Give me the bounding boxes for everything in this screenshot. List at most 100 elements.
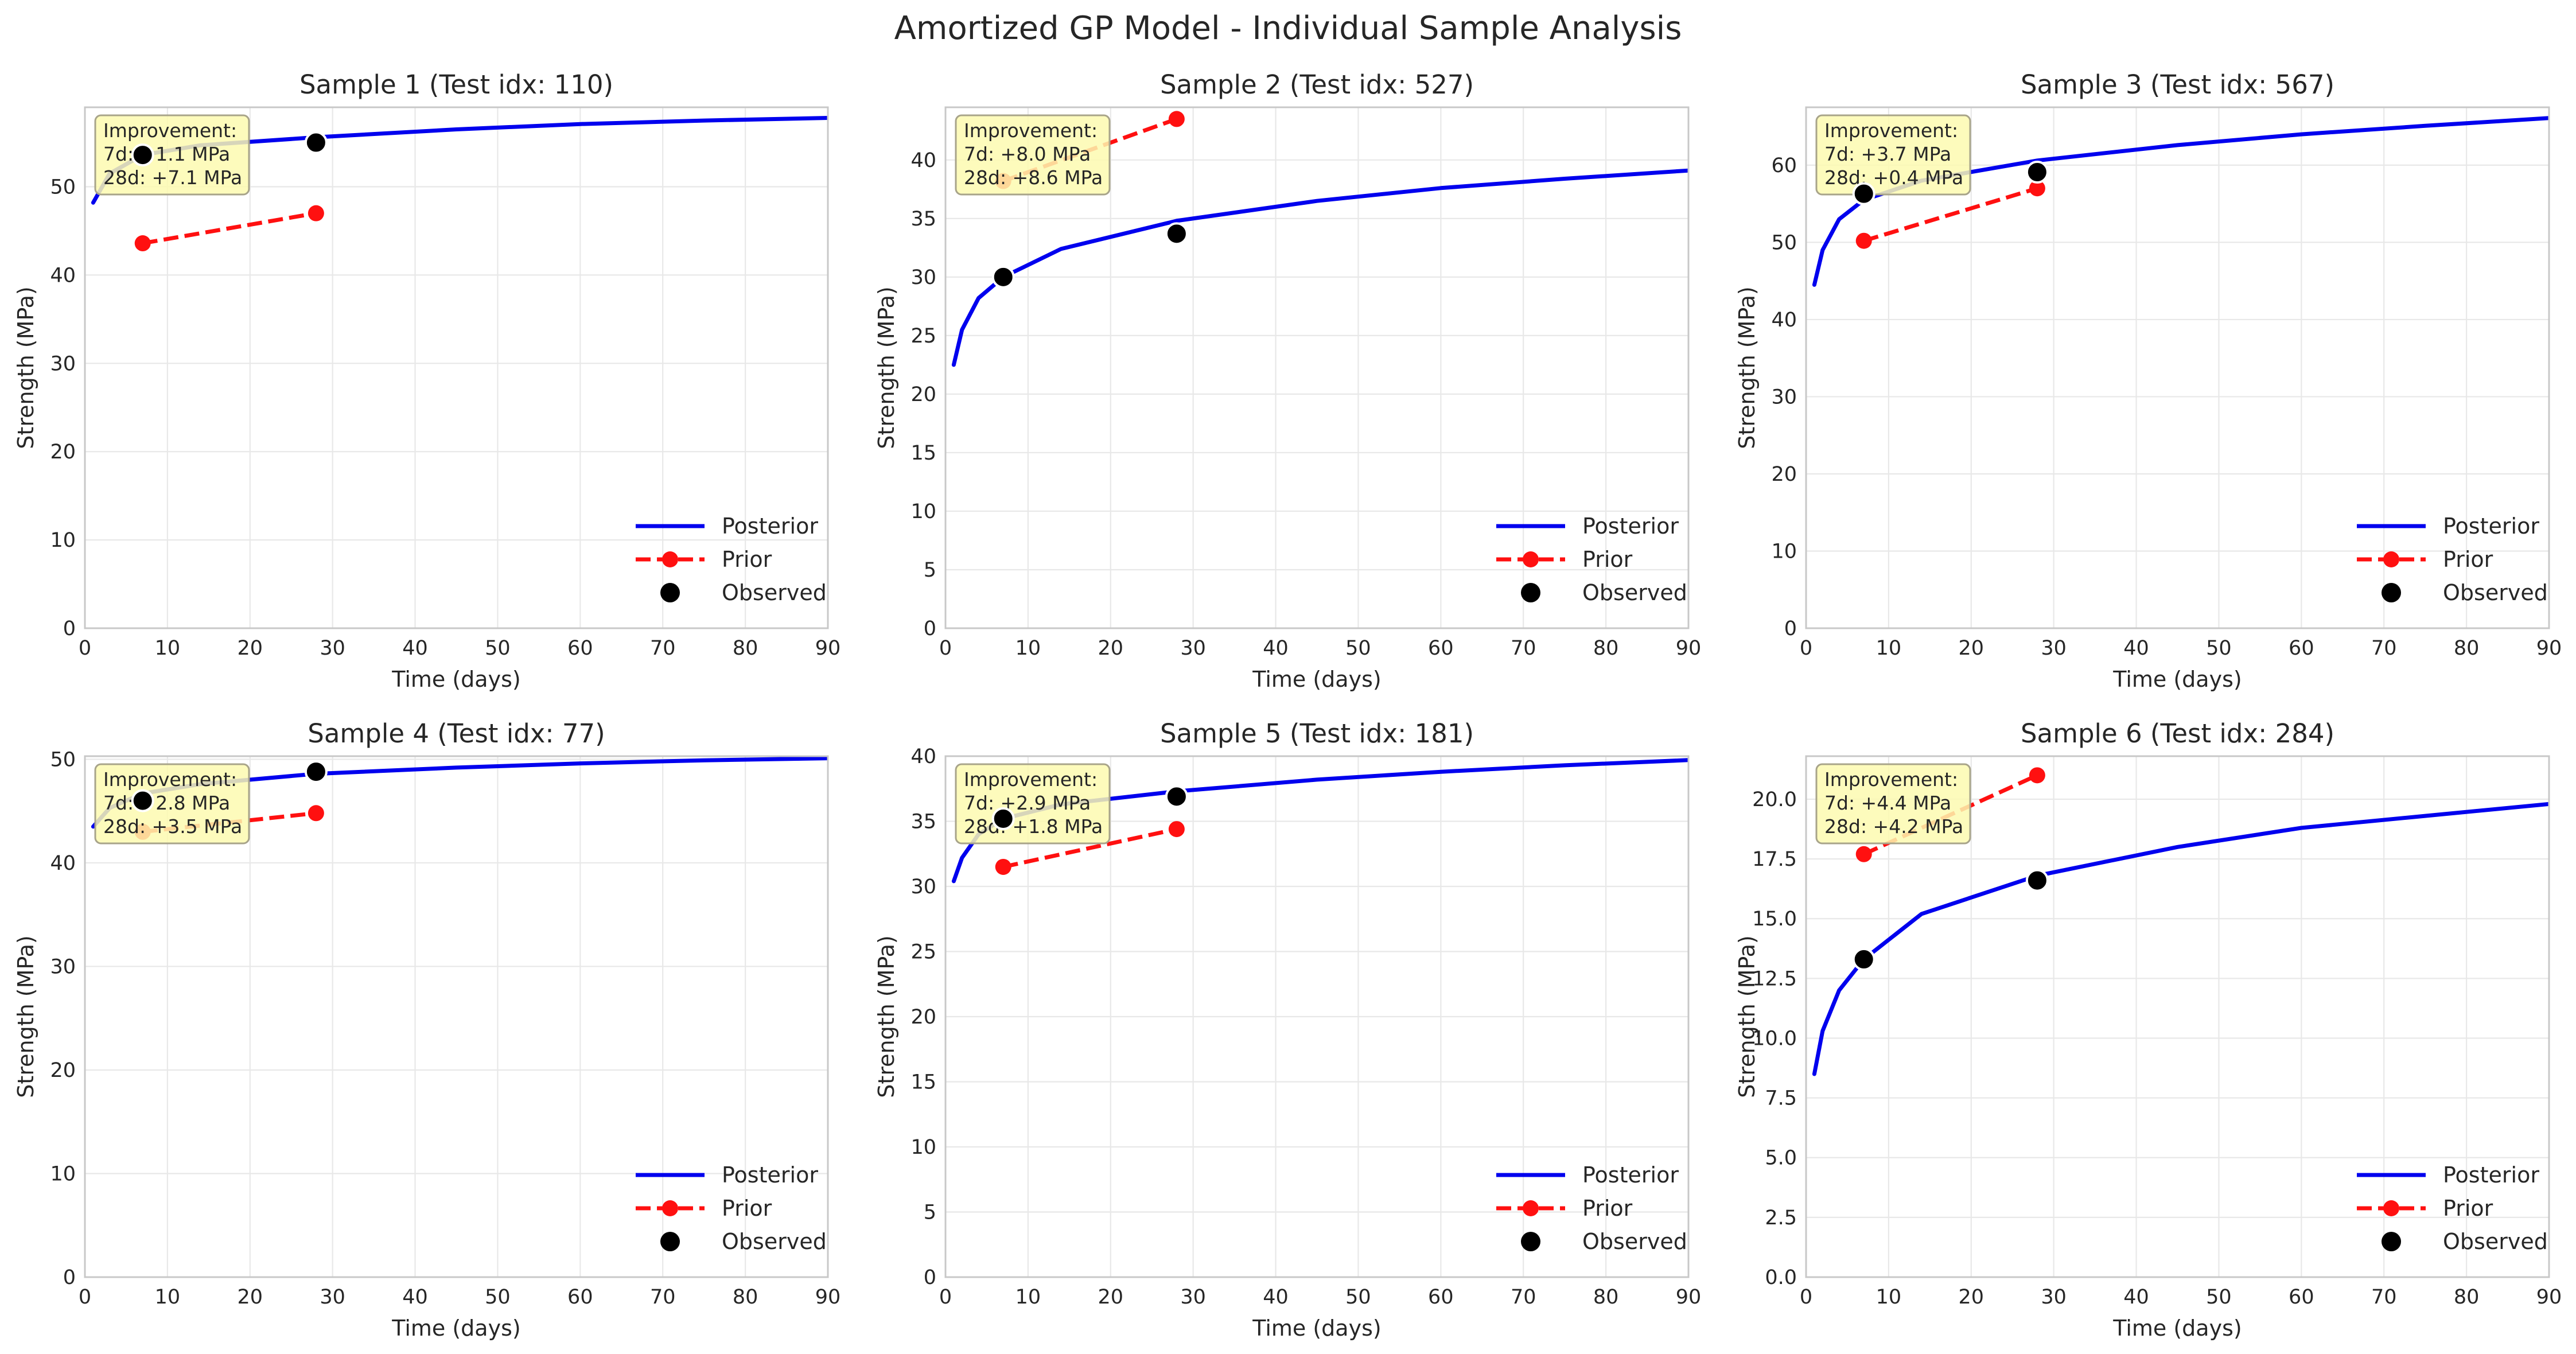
x-tick-label: 80 [1593, 637, 1619, 660]
prior-point [134, 235, 151, 252]
x-tick-label: 0 [1800, 1286, 1812, 1309]
legend-observed-marker [2382, 583, 2401, 602]
y-tick-label: 25 [910, 325, 936, 348]
y-tick-label: 15.0 [1752, 908, 1797, 931]
legend-prior-marker [1523, 551, 1539, 567]
x-tick-label: 70 [2371, 1286, 2397, 1309]
prior-line [1863, 186, 2038, 243]
annotation-line: 7d: +8.0 MPa [964, 143, 1091, 165]
axes-frame [1805, 755, 2550, 1278]
x-tick-label: 70 [650, 637, 676, 660]
y-tick-label: 10 [910, 500, 936, 523]
x-tick-label: 30 [1180, 637, 1206, 660]
y-tick-label: 60 [1771, 154, 1797, 177]
legend-prior-marker [662, 1200, 678, 1216]
annotation-line: 7d: +2.8 MPa [103, 792, 230, 814]
y-tick-label: 12.5 [1752, 967, 1797, 990]
observed-point [2025, 869, 2049, 892]
x-tick-label: 10 [1876, 637, 1902, 660]
x-tick-label: 40 [1263, 1286, 1289, 1309]
legend: Posterior Prior Observed [1496, 513, 1687, 605]
y-axis-label: Strength (MPa) [1734, 935, 1760, 1098]
ticks: 0 10 20 30 40 50 60 70 80 90 0 5 10 15 20 25 30 35 40 [910, 745, 1701, 1309]
x-tick-label: 70 [1511, 1286, 1536, 1309]
legend: Posterior Prior Observed [2357, 1162, 2548, 1254]
prior-point [1168, 821, 1185, 838]
y-tick-label: 7.5 [1765, 1087, 1797, 1110]
y-tick-label: 15 [910, 1071, 936, 1094]
x-tick-label: 60 [1428, 1286, 1454, 1309]
y-tick-label: 5 [924, 559, 936, 582]
x-tick-label: 60 [567, 637, 593, 660]
annotation-line: 28d: +4.2 MPa [1824, 815, 1963, 838]
x-tick-label: 40 [2123, 1286, 2149, 1309]
x-axis-label: Time (days) [391, 1316, 520, 1341]
legend-observed-label: Observed [1582, 1229, 1687, 1254]
x-tick-label: 10 [155, 637, 181, 660]
observed-point-front [991, 807, 1015, 830]
prior-point [2029, 180, 2045, 197]
posterior-line [1812, 116, 2549, 287]
legend-observed-label: Observed [722, 580, 827, 605]
x-tick-label: 60 [2289, 637, 2314, 660]
x-tick-label: 60 [2289, 1286, 2314, 1309]
x-tick-label: 20 [1959, 637, 1984, 660]
observed-point-front [1852, 182, 1875, 205]
annotation-box [955, 114, 1111, 196]
legend-observed-label: Observed [1582, 580, 1687, 605]
x-tick-label: 60 [1428, 637, 1454, 660]
figure-title: Amortized GP Model - Individual Sample A… [894, 10, 1682, 47]
posterior-line [951, 758, 1688, 884]
y-tick-label: 20 [50, 1059, 76, 1082]
posterior-line [951, 168, 1688, 367]
legend-prior-marker [662, 551, 678, 567]
x-tick-label: 90 [815, 1286, 841, 1309]
annotation-line: 28d: +0.4 MPa [1824, 166, 1963, 189]
legend-posterior-label: Posterior [722, 513, 818, 539]
grid [1805, 107, 2550, 629]
x-tick-label: 10 [155, 1286, 181, 1309]
x-axis-label: Time (days) [1252, 667, 1381, 692]
y-tick-label: 0.0 [1765, 1266, 1797, 1289]
ticks: 0 10 20 30 40 50 60 70 80 90 0 5 10 15 20 25 30 35 40 [910, 149, 1701, 660]
observed-point [1165, 785, 1188, 808]
grid [944, 107, 1690, 629]
y-tick-label: 0 [63, 617, 76, 640]
x-tick-label: 80 [2454, 1286, 2480, 1309]
annotation-line: 28d: +1.8 MPa [964, 815, 1103, 838]
subplot-title: Sample 4 (Test idx: 77) [308, 718, 605, 749]
y-tick-label: 40 [50, 852, 76, 875]
annotation-line: 28d: +8.6 MPa [964, 166, 1103, 189]
x-tick-label: 20 [238, 637, 263, 660]
x-tick-label: 70 [650, 1286, 676, 1309]
annotation-line: Improvement: [103, 119, 237, 142]
prior-line [1002, 827, 1177, 869]
axes-frame [84, 755, 829, 1278]
axes-frame [84, 106, 829, 629]
x-axis-label: Time (days) [391, 667, 520, 692]
x-tick-label: 20 [238, 1286, 263, 1309]
x-axis-label: Time (days) [2112, 667, 2242, 692]
observed-point [304, 131, 328, 154]
y-tick-label: 2.5 [1765, 1207, 1797, 1230]
annotation-box [1815, 763, 1971, 845]
y-tick-label: 20 [1771, 463, 1797, 486]
annotation-line: 7d: +1.1 MPa [103, 143, 230, 165]
legend-prior-marker [1523, 1200, 1539, 1216]
observed-point [991, 265, 1015, 289]
x-tick-label: 20 [1098, 637, 1124, 660]
y-axis-label: Strength (MPa) [13, 935, 38, 1098]
x-tick-label: 80 [2454, 637, 2480, 660]
x-tick-label: 30 [2041, 637, 2067, 660]
annotation-line: Improvement: [964, 768, 1098, 791]
legend-posterior-label: Posterior [2443, 1162, 2539, 1188]
ticks: 0 10 20 30 40 50 60 70 80 90 0 10 20 30 40 50 [50, 176, 840, 660]
legend-prior-label: Prior [722, 547, 772, 572]
legend-observed-marker [1521, 1232, 1540, 1251]
axes-frame [944, 755, 1690, 1278]
x-tick-label: 30 [1180, 1286, 1206, 1309]
legend-observed-label: Observed [2443, 1229, 2548, 1254]
x-tick-label: 40 [402, 637, 428, 660]
